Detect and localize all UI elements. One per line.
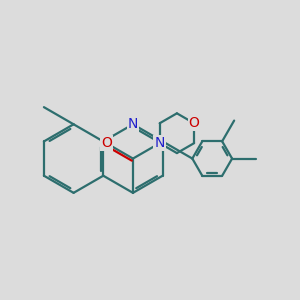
Text: O: O [189,116,200,130]
Text: O: O [101,136,112,150]
Text: N: N [128,117,138,131]
Text: N: N [154,136,165,150]
